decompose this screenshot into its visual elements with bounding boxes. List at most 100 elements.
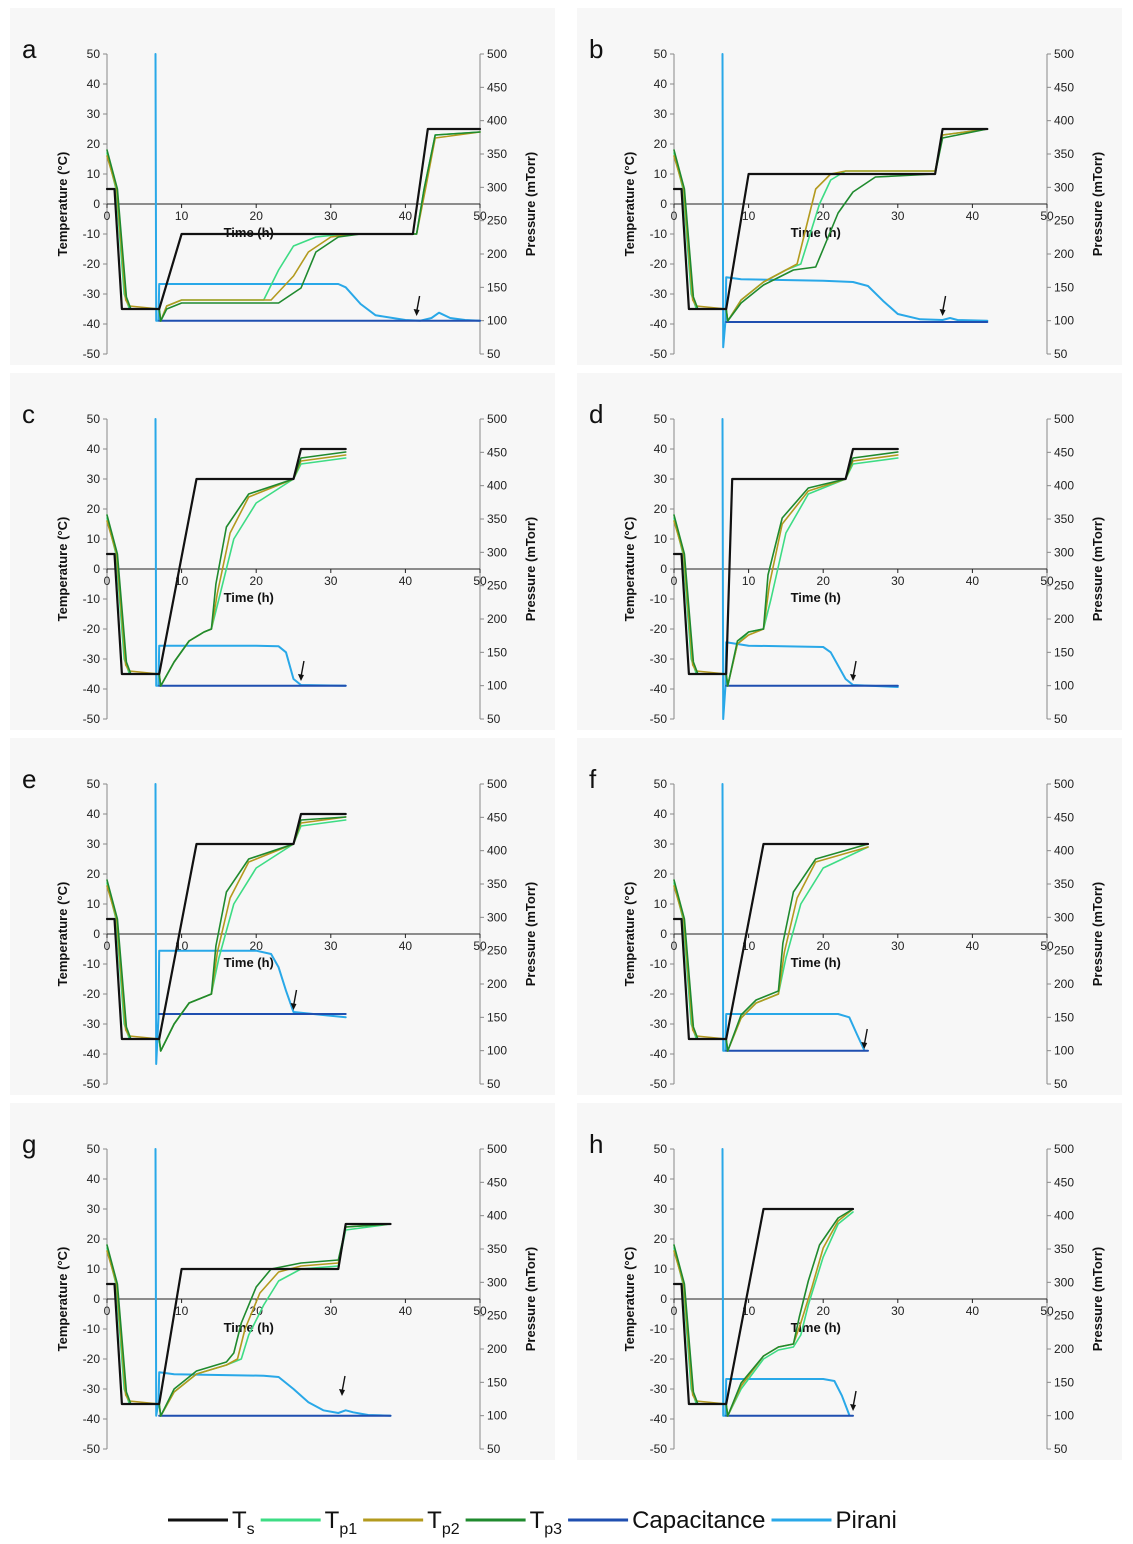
time-tick-label: 40 — [399, 209, 413, 223]
left-tick-label: 0 — [93, 1292, 100, 1306]
right-tick-label: 50 — [1054, 1442, 1068, 1456]
right-tick-label: 400 — [1054, 1209, 1074, 1223]
left-tick-label: -10 — [83, 592, 101, 606]
legend-label-base: T — [530, 1507, 545, 1534]
right-tick-label: 100 — [1054, 679, 1074, 693]
right-tick-label: 200 — [1054, 1342, 1074, 1356]
right-tick-label: 350 — [487, 1242, 507, 1256]
time-tick-label: 40 — [966, 1304, 980, 1318]
left-tick-label: -40 — [83, 682, 101, 696]
left-tick-label: 0 — [93, 197, 100, 211]
series-line-ts — [672, 127, 989, 311]
left-tick-label: 10 — [654, 532, 668, 546]
right-tick-label: 450 — [1054, 1175, 1074, 1189]
right-tick-label: 400 — [1054, 479, 1074, 493]
endpoint-arrow-head — [338, 1389, 345, 1396]
left-tick-label: -30 — [650, 287, 668, 301]
right-tick-label: 350 — [487, 147, 507, 161]
left-tick-label: -10 — [83, 957, 101, 971]
right-tick-label: 150 — [487, 1010, 507, 1024]
legend-label-ts: Ts — [232, 1507, 255, 1538]
right-tick-label: 500 — [487, 412, 507, 426]
series-line-tp3 — [673, 451, 899, 687]
series-line-tp2 — [673, 454, 899, 687]
time-tick-label: 20 — [250, 209, 264, 223]
series-line-tp3 — [106, 451, 347, 687]
left-tick-label: -50 — [83, 347, 101, 361]
left-tick-label: -50 — [650, 347, 668, 361]
panel-background — [10, 373, 555, 730]
left-tick-label: 50 — [87, 777, 101, 791]
legend-label-tp1: Tp1 — [325, 1507, 358, 1538]
legend-label-subscript: p1 — [339, 1521, 357, 1538]
time-tick-label: 0 — [104, 939, 111, 953]
time-tick-label: 30 — [324, 1304, 338, 1318]
time-tick-label: 0 — [104, 574, 111, 588]
right-tick-label: 150 — [1054, 1010, 1074, 1024]
right-tick-label: 150 — [487, 1375, 507, 1389]
right-tick-label: 250 — [1054, 1309, 1074, 1323]
legend-label-tp3: Tp3 — [530, 1507, 563, 1538]
right-tick-label: 400 — [487, 479, 507, 493]
time-tick-label: 40 — [966, 209, 980, 223]
right-tick-label: 500 — [1054, 47, 1074, 61]
left-tick-label: -50 — [650, 1442, 668, 1456]
series-line-tp2 — [106, 1223, 392, 1417]
right-tick-label: 450 — [487, 810, 507, 824]
left-tick-label: 0 — [93, 562, 100, 576]
legend: Ts Tp1 Tp2 Tp3 Capacitance Pirani — [168, 1507, 897, 1538]
left-tick-label: 10 — [654, 1262, 668, 1276]
right-axis-title: Pressure (mTorr) — [523, 882, 538, 987]
right-tick-label: 100 — [1054, 314, 1074, 328]
panel-letter: a — [22, 34, 37, 64]
right-tick-label: 400 — [487, 1209, 507, 1223]
time-tick-label: 30 — [324, 939, 338, 953]
right-tick-label: 250 — [1054, 944, 1074, 958]
time-tick-label: 20 — [817, 1304, 831, 1318]
series-line-ts — [672, 1207, 855, 1406]
series-line-ts — [105, 812, 347, 1041]
right-tick-label: 150 — [1054, 1375, 1074, 1389]
left-tick-label: 10 — [654, 897, 668, 911]
right-tick-label: 250 — [487, 579, 507, 593]
time-tick-label: 50 — [473, 209, 487, 223]
left-tick-label: 10 — [87, 897, 101, 911]
time-axis-title: Time (h) — [224, 225, 274, 240]
right-tick-label: 200 — [487, 247, 507, 261]
left-axis-title: Temperature (°C) — [55, 1247, 70, 1352]
right-tick-label: 300 — [487, 1275, 507, 1289]
right-tick-label: 50 — [487, 347, 501, 361]
right-tick-label: 500 — [1054, 412, 1074, 426]
left-tick-label: 10 — [654, 167, 668, 181]
left-tick-label: 40 — [87, 77, 101, 91]
left-tick-label: 20 — [654, 867, 668, 881]
right-tick-label: 450 — [487, 80, 507, 94]
time-tick-label: 50 — [473, 939, 487, 953]
time-tick-label: 0 — [671, 939, 678, 953]
right-tick-label: 250 — [487, 944, 507, 958]
legend-label-pir: Pirani — [836, 1507, 897, 1534]
right-axis-title: Pressure (mTorr) — [1090, 882, 1105, 987]
right-tick-label: 350 — [1054, 1242, 1074, 1256]
time-tick-label: 0 — [104, 1304, 111, 1318]
left-tick-label: -10 — [650, 1322, 668, 1336]
right-tick-label: 500 — [487, 47, 507, 61]
left-tick-label: 40 — [87, 1172, 101, 1186]
left-tick-label: 20 — [87, 1232, 101, 1246]
left-tick-label: -20 — [83, 987, 101, 1001]
right-tick-label: 300 — [487, 910, 507, 924]
right-tick-label: 200 — [487, 977, 507, 991]
left-tick-label: -20 — [83, 622, 101, 636]
left-axis-title: Temperature (°C) — [55, 882, 70, 987]
right-tick-label: 50 — [487, 712, 501, 726]
left-tick-label: 50 — [87, 412, 101, 426]
left-tick-label: -30 — [650, 1017, 668, 1031]
left-tick-label: -20 — [650, 257, 668, 271]
time-axis-title: Time (h) — [224, 955, 274, 970]
right-tick-label: 100 — [1054, 1409, 1074, 1423]
right-tick-label: 400 — [487, 114, 507, 128]
